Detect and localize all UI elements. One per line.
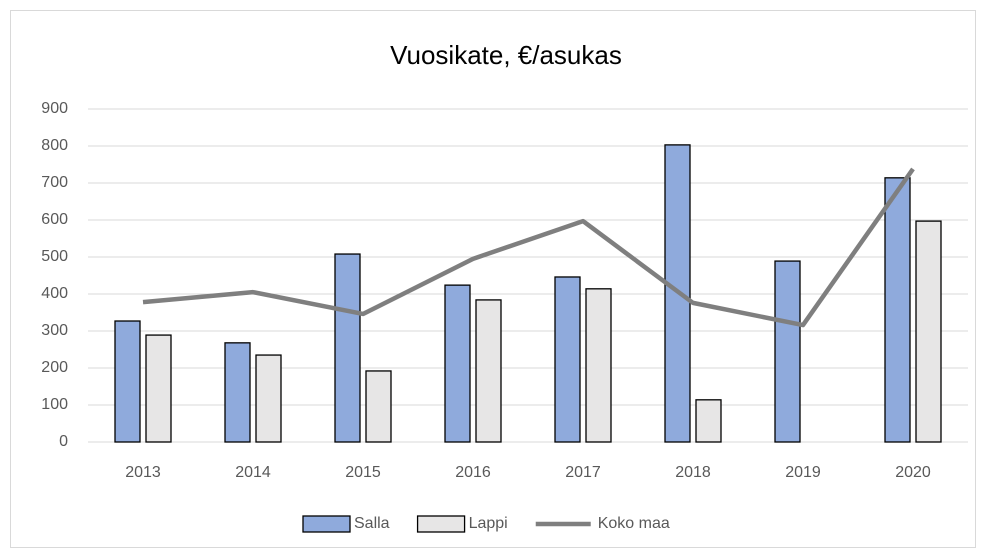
chart-border [10,10,976,548]
bar [365,370,392,443]
bar [334,253,361,443]
y-tick-label: 700 [41,174,68,191]
y-tick-label: 400 [41,285,68,302]
bar [145,334,172,443]
bar [915,220,942,443]
bar [114,320,141,443]
x-tick-label: 2018 [675,464,711,481]
x-tick-label: 2020 [895,464,931,481]
bar [475,299,502,443]
y-tick-label: 100 [41,396,68,413]
bar [444,284,471,443]
y-tick-label: 800 [41,137,68,154]
x-tick-label: 2013 [125,464,161,481]
y-tick-label: 500 [41,248,68,265]
x-tick-label: 2015 [345,464,381,481]
x-tick-label: 2014 [235,464,271,481]
x-tick-label: 2016 [455,464,491,481]
line-series [142,167,915,328]
y-tick-label: 900 [41,100,68,117]
bar [884,177,911,443]
y-tick-label: 0 [59,433,68,450]
bar [774,260,801,443]
legend-label: Koko maa [598,515,670,532]
bar [554,276,581,443]
chart-title: Vuosikate, €/asukas [390,40,622,70]
legend-label: Salla [354,515,390,532]
legend-swatch [416,515,466,533]
y-tick-label: 200 [41,359,68,376]
bar [255,354,282,443]
bar [224,342,251,443]
x-tick-label: 2019 [785,464,821,481]
x-tick-label: 2017 [565,464,601,481]
legend-swatch [302,515,351,533]
bar [585,288,612,443]
legend-label: Lappi [469,515,508,532]
y-tick-label: 600 [41,211,68,228]
bar [695,399,722,443]
y-tick-label: 300 [41,322,68,339]
